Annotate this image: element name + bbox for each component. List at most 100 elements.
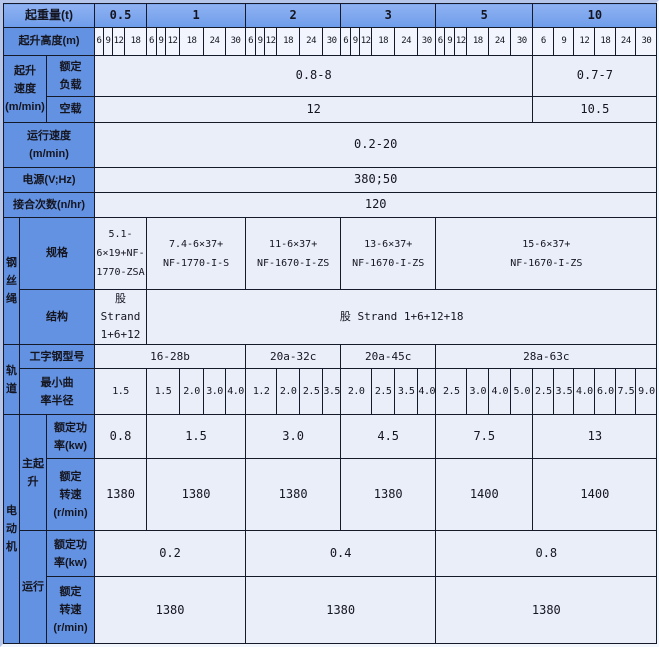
rope-structure-cell: 股 Strand 1+6+12 (94, 288, 148, 346)
height-cell: 12 (264, 27, 278, 56)
height-cell: 12 (573, 27, 596, 56)
rope-spec-row: 钢 丝 绳 规格 5.1- 6×19+NF- 1770-ZSA 7.4-6×37… (3, 216, 658, 346)
travel-speed-value: 0.2-20 (94, 122, 658, 168)
rope-spec-cell: 7.4-6×37+ NF-1770-I-S (146, 217, 247, 290)
radius-cell: 2.5 (435, 368, 468, 416)
radius-cell: 4.0 (225, 368, 247, 416)
height-cell: 24 (488, 27, 512, 56)
ibeam-model-cell: 20a-45c (340, 344, 437, 370)
radius-cell: 6.0 (594, 368, 617, 416)
hoist-power-cell: 7.5 (435, 414, 534, 460)
travel-rpm-row: 额定 转速 (r/min) 1380 1380 1380 (4, 576, 658, 645)
ibeam-label: 工字钢型号 (18, 344, 96, 370)
radius-cell: 1.5 (146, 368, 181, 416)
hoist-rpm-cell: 1380 (94, 458, 148, 532)
radius-cell: 3.5 (322, 368, 342, 416)
radius-cell: 3.0 (466, 368, 490, 416)
height-cell: 18 (276, 27, 301, 56)
height-cell: 12 (454, 27, 468, 56)
rated-load-label: 额定 负载 (45, 55, 96, 97)
height-cell: 18 (594, 27, 617, 56)
power-supply-value: 380;50 (94, 167, 658, 193)
height-cell: 18 (371, 27, 396, 56)
rope-structure-cell: 股 Strand 1+6+12+18 (146, 288, 658, 346)
travel-rpm-cell: 1380 (94, 576, 247, 645)
rope-spec-label: 规格 (18, 217, 96, 290)
rated-load-value-10t: 0.7-7 (532, 55, 658, 97)
height-cell: 18 (466, 27, 490, 56)
travel-rated-rpm-label: 额定 转速 (r/min) (45, 576, 96, 645)
hoist-rpm-cell: 1380 (245, 458, 342, 532)
duty-cycles-label: 接合次数(n/hr) (2, 192, 96, 218)
travel-power-cell: 0.8 (435, 530, 658, 578)
height-cell: 24 (615, 27, 637, 56)
height-cell: 6 (532, 27, 555, 56)
hoist-rpm-cell: 1400 (435, 458, 534, 532)
min-radius-label: 最小曲 率半径 (18, 368, 96, 416)
rope-spec-cell: 13-6×37+ NF-1670-I-ZS (340, 217, 437, 290)
height-cell: 6 (340, 27, 352, 56)
rope-spec-cell: 11-6×37+ NF-1670-I-ZS (245, 217, 342, 290)
radius-cell: 3.0 (203, 368, 227, 416)
capacity-value-cell: 1 (146, 3, 247, 28)
radius-cell: 4.0 (488, 368, 512, 416)
power-supply-label: 电源(V;Hz) (2, 167, 96, 193)
capacity-row: 起重量(t) 0.5 1 2 3 5 10 (2, 3, 658, 28)
radius-cell: 5.0 (510, 368, 534, 416)
height-label: 起升高度(m) (2, 27, 96, 56)
radius-cell: 2.0 (179, 368, 205, 416)
hoist-power-cell: 13 (532, 414, 658, 460)
travel-power-cell: 0.4 (245, 530, 437, 578)
hoist-rpm-cell: 1380 (340, 458, 437, 532)
ibeam-model-cell: 20a-32c (245, 344, 342, 370)
travel-rpm-cell: 1380 (435, 576, 658, 645)
main-hoist-label: 主起 升 (19, 414, 47, 532)
height-cell: 12 (165, 27, 181, 56)
no-load-row: 空载 12 10.5 (4, 96, 658, 123)
radius-cell: 1.2 (245, 368, 278, 416)
radius-cell: 4.0 (573, 368, 596, 416)
crane-spec-table: 起重量(t) 0.5 1 2 3 5 10 起升高度(m) 6 9 12 18 … (2, 3, 658, 645)
rated-load-value-main: 0.8-8 (94, 55, 534, 97)
hoist-rpm-cell: 1380 (146, 458, 247, 532)
capacity-value-cell: 3 (340, 3, 437, 28)
capacity-value-cell: 10 (532, 3, 658, 28)
hoist-power-cell: 4.5 (340, 414, 437, 460)
radius-cell: 2.0 (276, 368, 301, 416)
height-cell: 6 (94, 27, 105, 56)
hoist-rpm-cell: 1400 (532, 458, 658, 532)
height-cell: 30 (510, 27, 534, 56)
height-cell: 9 (255, 27, 266, 56)
capacity-value-cell: 0.5 (94, 3, 148, 28)
height-cell: 6 (435, 27, 446, 56)
height-cell: 24 (203, 27, 227, 56)
duty-cycles-value: 120 (94, 192, 658, 218)
radius-cell: 9.0 (635, 368, 658, 416)
rope-structure-row: 结构 股 Strand 1+6+12 股 Strand 1+6+12+18 (4, 288, 658, 346)
radius-cell: 4.0 (417, 368, 437, 416)
radius-cell: 3.5 (394, 368, 419, 416)
radius-cell: 2.5 (299, 368, 324, 416)
height-cell: 30 (322, 27, 342, 56)
hoist-rpm-row: 额定 转速 (r/min) 1380 1380 1380 1380 1400 1… (4, 458, 658, 532)
height-cell: 24 (394, 27, 419, 56)
no-load-value-10t: 10.5 (532, 96, 658, 123)
height-cell: 12 (112, 27, 126, 56)
track-section-label: 轨 道 (3, 344, 20, 416)
height-cell: 30 (635, 27, 658, 56)
height-cell: 30 (417, 27, 437, 56)
wire-rope-section-label: 钢 丝 绳 (3, 216, 20, 346)
height-cell: 24 (299, 27, 324, 56)
motor-section-label: 电 动 机 (3, 414, 20, 645)
travel-rpm-cell: 1380 (245, 576, 437, 645)
capacity-value-cell: 5 (435, 3, 534, 28)
height-cell: 9 (350, 27, 361, 56)
ibeam-row: 轨 道 工字钢型号 16-28b 20a-32c 20a-45c 28a-63c (3, 344, 658, 416)
hoist-power-cell: 1.5 (146, 414, 247, 460)
height-cell: 6 (245, 27, 257, 56)
height-cell: 18 (124, 27, 148, 56)
height-row: 起升高度(m) 6 9 12 18 6 9 12 18 24 30 6 9 12… (2, 27, 658, 56)
radius-cell: 3.5 (553, 368, 575, 416)
radius-cell: 7.5 (615, 368, 637, 416)
